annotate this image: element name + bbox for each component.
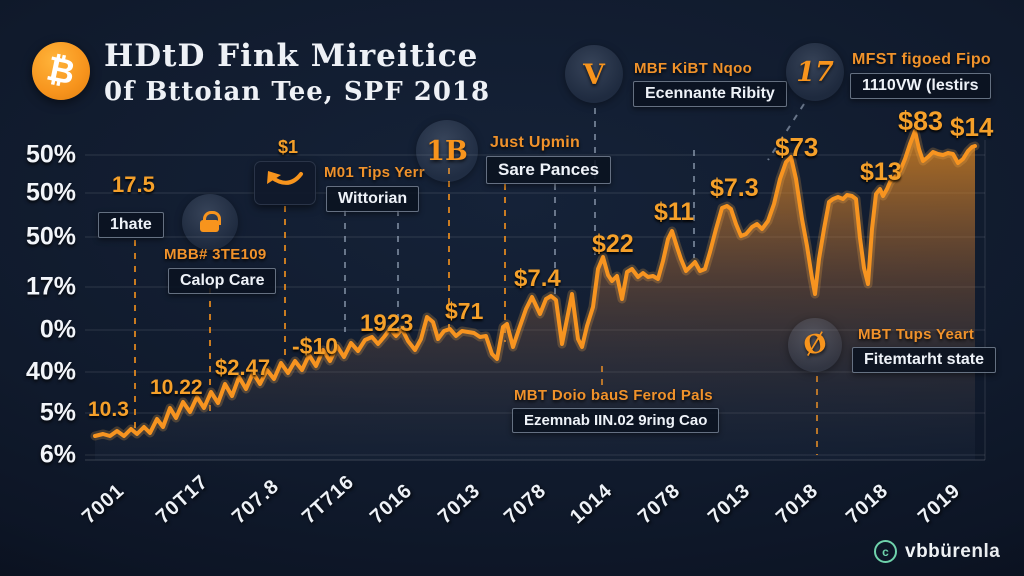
care-title: MBB# 3TE109 <box>164 246 267 263</box>
y-axis-label: 50% <box>25 140 76 169</box>
price-annotation: $73 <box>775 132 819 162</box>
padlock-icon <box>199 211 221 233</box>
tips-title: MBT Tups Yeart <box>858 326 975 343</box>
page-title: HDtD Fink Mireitice 0f Bttoian Tee, SPF … <box>104 40 490 107</box>
ford-label: Ezemnab IIN.02 9ring Cao <box>512 408 720 433</box>
badge1-title: MBF KiBT Nqoo <box>634 60 753 77</box>
price-annotation: $7.4 <box>514 265 561 292</box>
price-annotation: $14 <box>950 112 994 142</box>
brand-logo: c vbbürenla <box>874 540 1000 563</box>
bitcoin-logo-icon: ₿ <box>32 42 90 100</box>
brand-circle-icon: c <box>874 540 897 563</box>
rate-value: 17.5 <box>112 172 155 197</box>
price-annotation: $2.47 <box>215 355 271 380</box>
tips-glyph-icon: Ø <box>800 327 830 363</box>
care-label: Calop Care <box>168 268 277 294</box>
care-circle-icon <box>182 194 238 250</box>
price-annotation: 10.22 <box>150 376 203 399</box>
upmin-circle-icon: 1B <box>416 120 478 182</box>
price-annotation: -$10 <box>292 333 339 359</box>
price-annotation: $7.3 <box>710 174 759 202</box>
brand-name: vbbürenla <box>905 540 1001 562</box>
price-annotation: $71 <box>445 298 484 324</box>
price-annotation: $83 <box>898 106 944 136</box>
trend-value: $1 <box>278 137 299 157</box>
trend-arrow-icon <box>267 171 303 185</box>
tips-circle-icon: Ø <box>788 318 842 372</box>
year-title: M01 Tips Yerr <box>324 164 425 181</box>
badge1-subtitle: Ecennante Ribity <box>633 81 787 107</box>
price-annotation: $13 <box>860 158 902 186</box>
badge1-circle-icon: V <box>565 45 623 103</box>
bitcoin-symbol: ₿ <box>43 48 79 94</box>
price-annotation: 10.3 <box>88 398 129 421</box>
upmin-glyph-icon: 1B <box>426 135 468 167</box>
ford-title: MBT Doio bauS Ferod Pals <box>514 387 713 404</box>
badge2-title: MFST figoed Fipo <box>852 51 991 68</box>
y-axis-label: 40% <box>25 357 76 386</box>
upmin-label: Sare Pances <box>486 156 612 184</box>
rate-label: 1hate <box>98 212 164 238</box>
title-line2: 0f Bttoian Tee, SPF 2018 <box>104 76 491 107</box>
y-axis-label: 17% <box>25 272 76 301</box>
y-axis-label: 50% <box>25 178 76 207</box>
price-annotation: 1923 <box>360 310 414 337</box>
price-annotation: $22 <box>592 230 634 258</box>
tips-label: Fitemtarht state <box>852 347 997 373</box>
badge2-glyph-icon: 17 <box>796 56 834 88</box>
y-axis-label: 6% <box>39 440 76 469</box>
upmin-title: Just Upmin <box>490 134 581 151</box>
y-axis-label: 5% <box>39 398 76 427</box>
y-axis-label: 0% <box>39 315 76 344</box>
y-axis-label: 50% <box>25 222 76 251</box>
year-label: Wittorian <box>326 186 420 212</box>
badge1-glyph-icon: V <box>583 57 605 91</box>
price-annotation: $11 <box>654 198 695 226</box>
title-line1: HDtD Fink Mireitice <box>104 38 479 74</box>
trend-panel <box>254 161 316 205</box>
badge2-subtitle: 1110VW (lestirs <box>850 73 991 99</box>
badge2-circle-icon: 17 <box>786 43 844 101</box>
